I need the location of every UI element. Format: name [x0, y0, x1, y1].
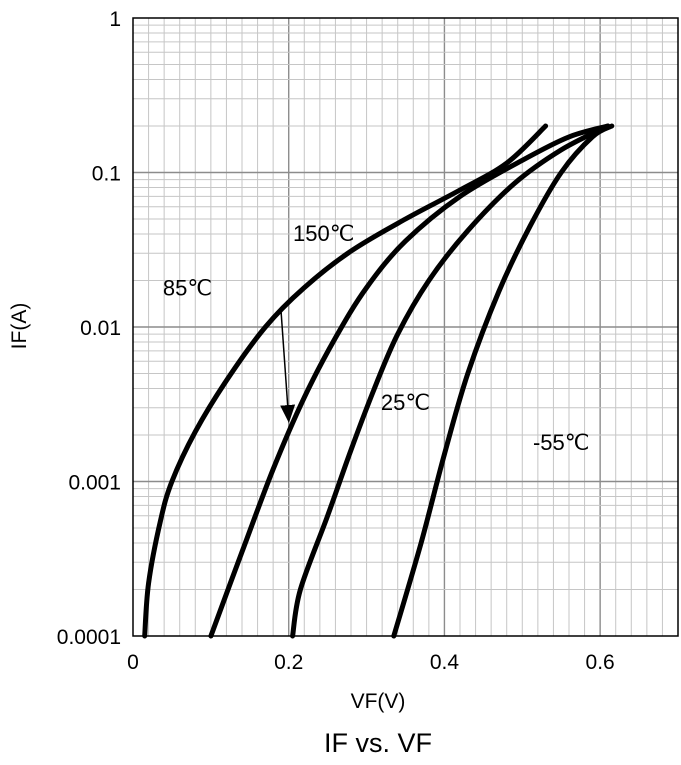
x-tick-label: 0.4 — [430, 651, 460, 674]
series-line-3 — [391, 123, 615, 639]
y-tick-label: 0.0001 — [57, 626, 121, 649]
curve-label: 85℃ — [163, 275, 212, 300]
plot-frame — [132, 17, 679, 637]
curve-label: 25℃ — [381, 390, 430, 415]
x-axis-title: VF(V) — [351, 690, 406, 713]
y-tick-label: 0.1 — [92, 163, 121, 186]
chart-title: IF vs. VF — [324, 728, 432, 758]
series-line-0 — [142, 123, 549, 639]
series-line-2 — [290, 123, 611, 639]
series-line-1 — [208, 123, 611, 639]
x-tick-label: 0.6 — [586, 651, 615, 674]
annotations: 150℃ 85℃ 25℃ -55℃ — [163, 221, 590, 455]
x-tick-label: 0 — [127, 651, 139, 674]
y-tick-label: 0.01 — [80, 317, 121, 340]
tick-labels: 0 0.2 0.4 0.6 0.0001 0.001 0.01 0.1 1 — [57, 8, 615, 674]
y-tick-label: 0.001 — [68, 472, 121, 495]
grid — [133, 18, 678, 636]
series — [142, 123, 615, 639]
y-tick-label: 1 — [109, 8, 121, 31]
y-axis-title: IF(A) — [8, 303, 31, 350]
annotation-arrow — [280, 309, 296, 424]
curve-label: 150℃ — [293, 221, 354, 246]
x-tick-label: 0.2 — [274, 651, 303, 674]
curve-label: -55℃ — [533, 430, 590, 455]
